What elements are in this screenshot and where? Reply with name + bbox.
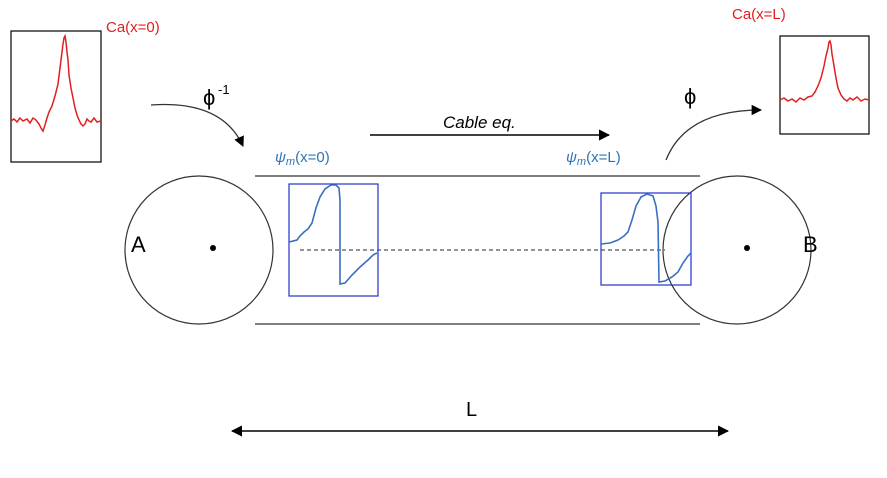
phi-inverse-superscript: -1 (218, 82, 230, 97)
psi-box-right (600, 192, 692, 286)
phi-arrow (665, 104, 763, 161)
ca-left-label: Ca(x=0) (106, 19, 160, 36)
ca-box-left (10, 30, 102, 163)
psi-trace-right (600, 193, 692, 283)
soma-b-dot (744, 245, 750, 251)
psi-box-left (288, 183, 379, 297)
soma-b-circle (662, 175, 812, 325)
ca-right-label: Ca(x=L) (732, 6, 786, 23)
psi-left-label: ψm(x=0) (275, 149, 330, 168)
psi-right-label: ψm(x=L) (566, 149, 621, 168)
phi-label: ϕ (684, 84, 696, 109)
cable-eq-label: Cable eq. (443, 113, 516, 132)
length-label: L (466, 399, 477, 421)
psi-trace-left (288, 184, 378, 285)
ca-trace-right (779, 39, 870, 103)
soma-a-dot (210, 245, 216, 251)
ca-trace-left (10, 33, 102, 133)
phi-inverse-label: ϕ (203, 85, 215, 110)
soma-a-circle (124, 175, 274, 325)
node-b-label: B (803, 232, 818, 257)
phi-inverse-arrow (150, 103, 244, 147)
node-a-label: A (131, 232, 146, 257)
ca-box-right (779, 35, 870, 135)
